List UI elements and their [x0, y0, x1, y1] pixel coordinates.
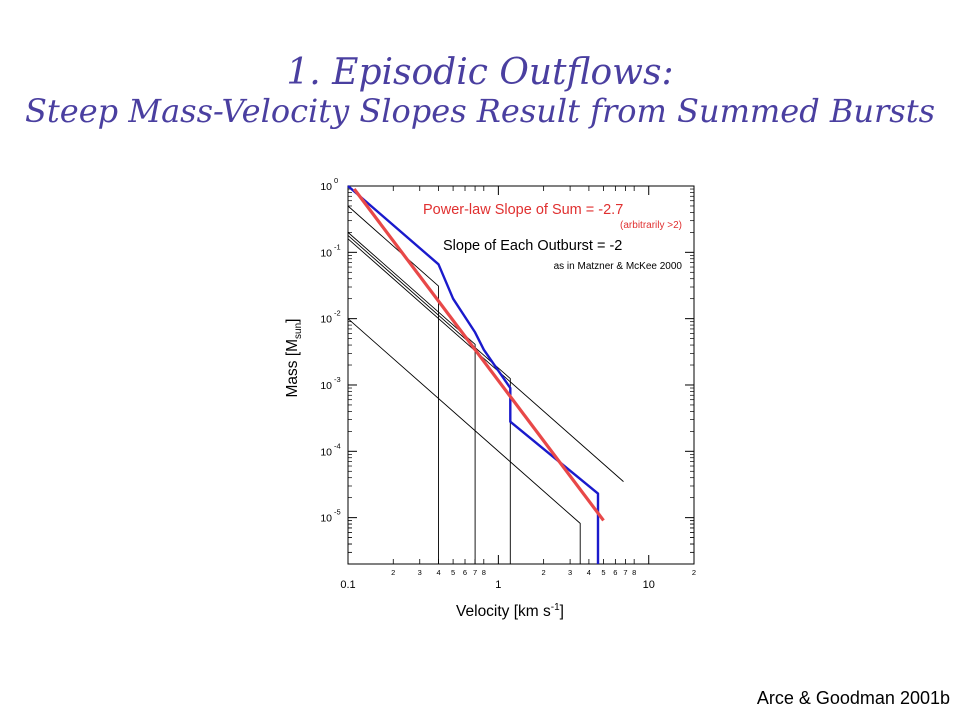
x-minor-tick-label: 8	[632, 568, 636, 577]
x-minor-tick-label: 5	[601, 568, 605, 577]
slide-title: 1. Episodic Outflows:	[286, 52, 674, 93]
y-axis-label-main: Mass [M	[284, 339, 301, 398]
power-law-fit-line	[352, 188, 605, 522]
x-minor-tick-label: 7	[623, 568, 627, 577]
x-minor-tick-label: 3	[418, 568, 422, 577]
x-axis-label: Velocity [km s-1]	[456, 602, 564, 620]
y-tick-label-base: 10	[320, 380, 332, 392]
y-tick-label-exp: -4	[334, 441, 341, 450]
y-tick-label-exp: -5	[334, 508, 341, 517]
y-tick-label-exp: -1	[334, 242, 341, 251]
x-minor-tick-label: 2	[391, 568, 395, 577]
citation-credit: Arce & Goodman 2001b	[756, 688, 950, 708]
outburst-line-3	[347, 235, 511, 564]
x-minor-tick-label: 3	[568, 568, 572, 577]
y-tick-label-base: 10	[320, 247, 332, 259]
x-tick-label: 1	[495, 579, 501, 591]
outburst-line-1	[347, 205, 439, 564]
annotation-matzner-mckee: as in Matzner & McKee 2000	[554, 261, 683, 272]
axis-ticks	[347, 185, 695, 565]
sum-line	[347, 185, 600, 564]
x-tick-label: 0.1	[340, 579, 355, 591]
x-axis-label-end: ]	[560, 603, 564, 620]
plot-frame	[347, 185, 695, 565]
y-tick-label-base: 10	[320, 314, 332, 326]
annotation-arbitrary: (arbitrarily >2)	[620, 220, 682, 231]
y-axis-label-end: ]	[284, 319, 301, 323]
x-minor-tick-label: 4	[587, 568, 591, 577]
y-tick-label-base: 10	[320, 446, 332, 458]
outburst-line-2	[347, 232, 476, 564]
y-tick-label-base: 10	[320, 181, 332, 193]
annotation-outburst-slope: Slope of Each Outburst = -2	[443, 238, 622, 254]
outburst-line-5	[347, 318, 581, 564]
x-tick-label: 10	[643, 579, 655, 591]
x-minor-tick-label: 5	[451, 568, 455, 577]
annotation-power-law-slope: Power-law Slope of Sum = -2.7	[423, 202, 623, 218]
y-axis-label-sub: sun	[293, 323, 304, 339]
x-axis-label-sup: -1	[551, 602, 560, 613]
series-layer	[347, 185, 624, 564]
outburst-line-4	[347, 238, 624, 482]
y-axis-label: Mass [Msun]	[284, 319, 304, 398]
x-minor-tick-label: 7	[473, 568, 477, 577]
y-tick-label-exp: -2	[334, 309, 341, 318]
y-tick-label-exp: -3	[334, 375, 341, 384]
y-tick-label-exp: 0	[334, 176, 338, 185]
y-tick-label-base: 10	[320, 513, 332, 525]
x-axis-label-main: Velocity [km s	[456, 603, 551, 620]
x-minor-tick-label: 8	[482, 568, 486, 577]
x-minor-tick-label: 6	[463, 568, 467, 577]
x-minor-tick-label: 6	[613, 568, 617, 577]
slide-subtitle: Steep Mass-Velocity Slopes Result from S…	[25, 92, 935, 130]
x-minor-tick-label: 2	[542, 568, 546, 577]
x-minor-tick-label: 2	[692, 568, 696, 577]
x-minor-tick-label: 4	[436, 568, 440, 577]
tick-labels: 0.1 1 102 3 4 5 6 7 8 2 3 4 5 6 7 8 210010-110-210-310-4…	[320, 176, 696, 591]
